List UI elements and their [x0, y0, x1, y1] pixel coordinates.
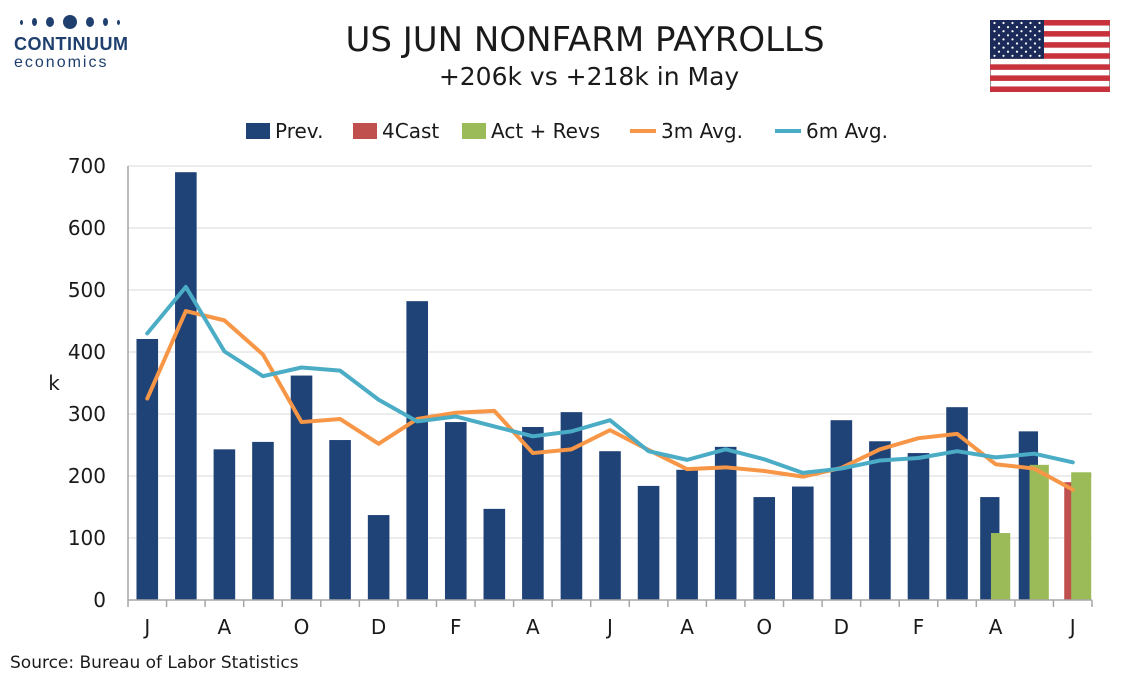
- chart-subtitle: +206k vs +218k in May: [438, 62, 740, 91]
- y-tick-label: 300: [68, 402, 106, 426]
- x-tick-label: J: [605, 615, 613, 639]
- y-tick-label: 500: [68, 278, 106, 302]
- bar: [522, 427, 544, 600]
- bar: [990, 533, 1011, 600]
- axes: 0 100 200 300 400 500 600 700 k J A O D F A J A O D F A J: [48, 154, 1093, 639]
- bar: [329, 440, 351, 600]
- x-tick-label: D: [834, 615, 849, 639]
- avg3-line: [145, 309, 1075, 492]
- y-tick-label: 600: [68, 216, 106, 240]
- logo-tagline: economics: [14, 54, 109, 71]
- legend-swatch: [353, 123, 377, 139]
- bar: [637, 485, 660, 600]
- legend-label: 3m Avg.: [661, 119, 743, 143]
- chart-title: US JUN NONFARM PAYROLLS: [345, 20, 825, 60]
- bar: [792, 486, 814, 600]
- legend-swatch: [246, 123, 270, 139]
- y-tick-label: 400: [68, 340, 106, 364]
- x-tick-label: A: [526, 615, 540, 639]
- y-tick-label: 200: [68, 464, 106, 488]
- bar: [406, 301, 428, 600]
- bars: [136, 172, 1092, 600]
- x-tick-label: A: [680, 615, 694, 639]
- bar: [599, 451, 621, 600]
- bar: [560, 412, 583, 600]
- y-axis-label: k: [48, 371, 60, 395]
- bar: [1064, 482, 1072, 600]
- legend-label: Prev.: [275, 119, 323, 143]
- bar: [444, 422, 467, 600]
- x-tick-label: F: [450, 615, 462, 639]
- legend: Prev. 4Cast Act + Revs 3m Avg. 6m Avg.: [246, 119, 888, 143]
- source-note: Source: Bureau of Labor Statistics: [10, 653, 299, 673]
- bar: [907, 453, 930, 600]
- x-tick-label: A: [218, 615, 232, 639]
- bar: [1071, 472, 1092, 600]
- lines: [145, 284, 1075, 492]
- x-tick-label: J: [142, 615, 150, 639]
- bar: [252, 441, 274, 600]
- logo-name: CONTINUUM: [14, 34, 129, 54]
- bar: [213, 449, 236, 600]
- bar: [1029, 464, 1049, 600]
- bar: [175, 172, 197, 600]
- y-tick-label: 0: [93, 588, 106, 612]
- legend-label: Act + Revs: [491, 119, 600, 143]
- bar: [946, 407, 968, 600]
- bar: [676, 469, 698, 600]
- y-tick-label: 700: [68, 154, 106, 178]
- bar: [367, 515, 390, 600]
- x-tick-label: O: [294, 615, 310, 639]
- x-tick-label: O: [756, 615, 772, 639]
- x-tick-label: F: [913, 615, 925, 639]
- bar: [753, 497, 776, 600]
- bar: [869, 441, 891, 600]
- continuum-logo: CONTINUUM economics: [14, 14, 134, 72]
- bar: [830, 420, 853, 600]
- avg6-line: [145, 284, 1075, 475]
- us-flag-icon: [990, 20, 1110, 92]
- bar: [714, 446, 737, 600]
- x-tick-label: J: [1068, 615, 1076, 639]
- bar: [136, 338, 159, 600]
- legend-label: 4Cast: [382, 119, 439, 143]
- x-tick-label: D: [371, 615, 386, 639]
- bar: [290, 375, 313, 600]
- y-tick-label: 100: [68, 526, 106, 550]
- legend-label: 6m Avg.: [806, 119, 888, 143]
- legend-swatch: [462, 123, 486, 139]
- bar: [483, 508, 506, 600]
- logo-dots: [20, 14, 134, 30]
- x-tick-label: A: [989, 615, 1003, 639]
